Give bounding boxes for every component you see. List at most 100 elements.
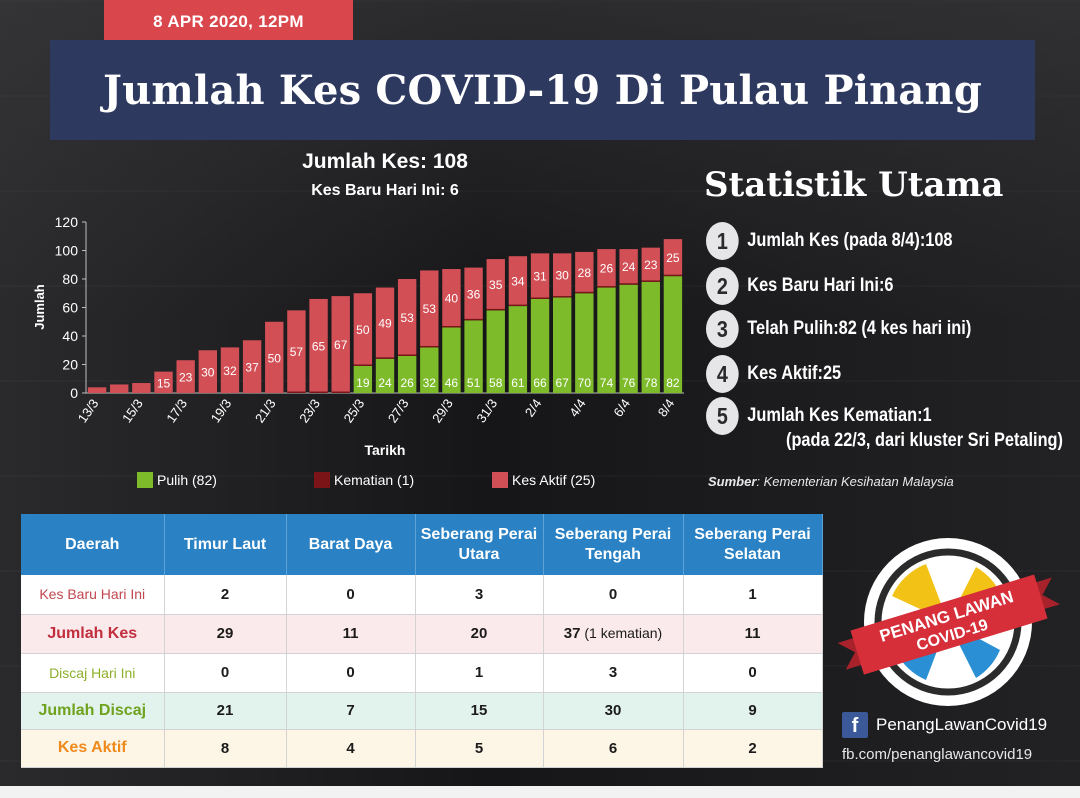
facebook-url[interactable]: fb.com/penanglawancovid19 bbox=[842, 746, 1033, 763]
bar-segment bbox=[420, 345, 439, 348]
table-cell: 11 bbox=[683, 614, 823, 654]
x-tick-label: 8/4 bbox=[655, 396, 678, 419]
x-tick-label: 31/3 bbox=[473, 396, 500, 425]
stat-item-5-subtext: (pada 22/3, dari kluster Sri Petaling) bbox=[786, 430, 1063, 451]
bar-segment bbox=[597, 249, 616, 287]
bar-segment bbox=[309, 298, 328, 392]
bar-segment bbox=[420, 347, 439, 393]
bar-segment bbox=[619, 283, 638, 285]
bar-segment bbox=[87, 387, 107, 393]
bar-segment bbox=[575, 251, 594, 292]
bar-segment bbox=[486, 259, 505, 309]
table-cell: 2 bbox=[683, 729, 823, 768]
bar-segment bbox=[641, 281, 660, 393]
bar-segment bbox=[353, 365, 373, 393]
chart-new-cases: Kes Baru Hari Ini: 6 bbox=[311, 182, 459, 199]
stat-number-badge: 3 bbox=[706, 310, 739, 348]
x-tick-label: 21/3 bbox=[252, 396, 279, 425]
stat-item-4: 4 Kes Aktif: 25 bbox=[706, 355, 841, 393]
table-row: Jumlah Discaj 21 7 15 30 9 bbox=[21, 692, 823, 730]
bar-segment bbox=[397, 354, 417, 356]
data-label: 51 bbox=[467, 376, 481, 390]
data-label: 36 bbox=[467, 287, 481, 301]
cell-value: 37 bbox=[563, 625, 581, 642]
data-label: 49 bbox=[378, 316, 392, 330]
row-label: Jumlah Kes bbox=[21, 614, 165, 654]
source-text: : Kementerian Kesihatan Malaysia bbox=[756, 474, 954, 489]
x-tick-label: 17/3 bbox=[163, 396, 190, 425]
table-row: Jumlah Kes 29 11 20 37 (1 kematian) 11 bbox=[21, 614, 823, 654]
table-cell: 0 bbox=[543, 575, 684, 615]
table-cell: 4 bbox=[286, 729, 416, 768]
page-title: Jumlah Kes COVID-19 Di Pulau Pinang bbox=[103, 66, 982, 114]
ribbon-band bbox=[850, 574, 1048, 675]
stat-item-3: 3 Telah Pulih: 82 (4 kes hari ini) bbox=[706, 310, 971, 348]
data-label: 82 bbox=[666, 376, 680, 390]
table-header-row: Daerah Timur Laut Barat Daya Seberang Pe… bbox=[21, 514, 823, 575]
bar-segment bbox=[619, 249, 638, 284]
table-cell: 3 bbox=[543, 653, 684, 693]
bar-segment bbox=[132, 383, 151, 393]
row-label: Jumlah Discaj bbox=[21, 692, 165, 730]
data-label: 35 bbox=[489, 278, 503, 292]
data-label: 26 bbox=[400, 376, 414, 390]
bar-segment bbox=[287, 391, 306, 393]
source-label: Sumber bbox=[708, 474, 757, 489]
x-tick-label: 6/4 bbox=[610, 396, 633, 419]
stat-number-badge: 2 bbox=[706, 267, 739, 305]
facebook-page[interactable]: f PenangLawanCovid19 bbox=[842, 712, 1047, 738]
table-cell: 37 (1 kematian) bbox=[543, 614, 684, 654]
penang-lawan-logo: PENANG LAWAN COVID-19 bbox=[837, 538, 1060, 706]
x-axis-title: Tarikh bbox=[365, 442, 406, 458]
y-tick-label: 60 bbox=[62, 300, 78, 316]
data-label: 65 bbox=[312, 339, 326, 353]
bar-segment bbox=[552, 296, 572, 298]
data-label: 57 bbox=[290, 345, 304, 359]
y-tick-label: 40 bbox=[62, 328, 78, 344]
bar-segment bbox=[464, 318, 483, 321]
bar-segment bbox=[552, 253, 572, 297]
bottom-strip bbox=[0, 786, 1080, 798]
y-tick-label: 20 bbox=[62, 357, 78, 373]
table-cell: 9 bbox=[683, 692, 823, 730]
y-tick-label: 80 bbox=[62, 271, 78, 287]
data-label: 50 bbox=[268, 351, 282, 365]
x-tick-label: 4/4 bbox=[566, 396, 589, 419]
stat-label: Kes Baru Hari Ini: bbox=[747, 275, 885, 296]
district-table: Daerah Timur Laut Barat Daya Seberang Pe… bbox=[21, 514, 823, 768]
bar-segment bbox=[110, 384, 129, 393]
bar-segment bbox=[442, 326, 461, 328]
table-cell: 7 bbox=[286, 692, 416, 730]
stats-title: Statistik Utama bbox=[704, 165, 1004, 205]
x-tick-label: 23/3 bbox=[296, 396, 323, 425]
data-label: 30 bbox=[556, 269, 570, 283]
bar-segment bbox=[353, 364, 373, 366]
bar-segment bbox=[375, 287, 395, 358]
cell-note: (1 kematian) bbox=[580, 625, 663, 641]
bar-segment bbox=[353, 293, 373, 365]
table-cell: 3 bbox=[415, 575, 544, 615]
legend-item-kes-aktif: Kes Aktif (25) bbox=[492, 472, 595, 488]
bar-segment bbox=[575, 291, 594, 294]
column-header: Timur Laut bbox=[164, 514, 287, 575]
stat-number-badge: 4 bbox=[706, 355, 739, 393]
column-header: Seberang Perai Tengah bbox=[543, 514, 684, 575]
table-cell: 1 bbox=[683, 575, 823, 615]
legend-label-pulih: Pulih (82) bbox=[157, 472, 217, 488]
stat-number-badge: 1 bbox=[706, 222, 739, 260]
x-tick-label: 2/4 bbox=[522, 396, 545, 419]
data-label: 26 bbox=[600, 262, 614, 276]
column-header: Seberang Perai Selatan bbox=[683, 514, 823, 575]
data-label: 67 bbox=[556, 376, 570, 390]
bar-segment bbox=[420, 270, 439, 346]
data-label: 58 bbox=[489, 376, 503, 390]
legend-swatch-kes-aktif bbox=[492, 472, 508, 488]
bar-segment bbox=[464, 267, 483, 319]
data-label: 78 bbox=[644, 376, 658, 390]
row-label: Kes Aktif bbox=[21, 729, 165, 768]
bar-segment bbox=[641, 247, 660, 281]
bar-segment bbox=[597, 286, 616, 288]
table-cell: 0 bbox=[286, 575, 416, 615]
table-cell: 6 bbox=[543, 729, 684, 768]
table-row: Kes Aktif 8 4 5 6 2 bbox=[21, 729, 823, 768]
